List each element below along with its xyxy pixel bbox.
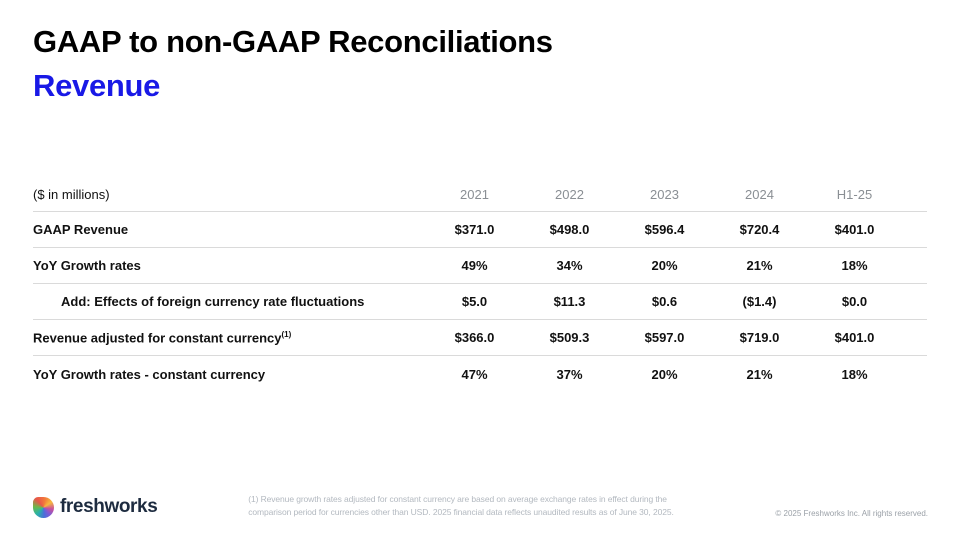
table-cell: 21% <box>746 366 773 382</box>
table-cell: 20% <box>651 366 678 382</box>
page-title: GAAP to non-GAAP Reconciliations <box>33 24 553 59</box>
table-cell: 34% <box>556 258 583 273</box>
table-cell: $401.0 <box>834 222 875 237</box>
freshworks-swirl-icon <box>33 496 54 518</box>
table-header-row: ($ in millions) 2021 2022 2023 2024 H1-2… <box>33 178 927 212</box>
table-cell: 47% <box>461 366 488 382</box>
row-label-text: Revenue adjusted for constant currency <box>33 330 282 346</box>
footnote-marker: (1) <box>281 329 292 339</box>
table-cell: $0.0 <box>841 294 868 309</box>
table-cell: 18% <box>841 258 868 273</box>
column-header-2021: 2021 <box>460 187 489 202</box>
row-label: Add: Effects of foreign currency rate fl… <box>61 294 365 309</box>
table-cell: $498.0 <box>549 222 590 237</box>
table-cell: $366.0 <box>454 330 495 345</box>
row-label: GAAP Revenue <box>33 222 129 237</box>
table-cell: $596.4 <box>644 222 685 237</box>
table-cell: 37% <box>556 366 583 382</box>
table-cell: 18% <box>841 366 868 382</box>
title-block: GAAP to non-GAAP Reconciliations Revenue <box>33 20 553 108</box>
footnote: (1) Revenue growth rates adjusted for co… <box>248 493 674 519</box>
row-label: YoY Growth rates - constant currency <box>33 366 266 382</box>
table-row-yoy-growth: YoY Growth rates 49% 34% 20% 21% 18% <box>33 248 927 284</box>
footnote-line-2: comparison period for currencies other t… <box>248 506 674 517</box>
row-label: YoY Growth rates <box>33 258 141 273</box>
column-header-2022: 2022 <box>555 187 584 202</box>
table-cell: $719.0 <box>739 330 780 345</box>
table-cell: 21% <box>746 258 773 273</box>
reconciliation-table: ($ in millions) 2021 2022 2023 2024 H1-2… <box>33 178 927 392</box>
column-header-2023: 2023 <box>650 187 679 202</box>
table-cell: ($1.4) <box>742 294 777 309</box>
table-cell: 49% <box>461 258 488 273</box>
table-row-constant-currency-revenue: Revenue adjusted for constant currency(1… <box>33 320 927 356</box>
table-row-fx-effects: Add: Effects of foreign currency rate fl… <box>33 284 927 320</box>
column-header-2024: 2024 <box>745 187 774 202</box>
table-cell: $0.6 <box>651 294 678 309</box>
table-cell: $720.4 <box>739 222 780 237</box>
footnote-line-1: (1) Revenue growth rates adjusted for co… <box>248 494 667 504</box>
column-header-h1-25: H1-25 <box>836 187 873 202</box>
freshworks-logo-text: freshworks <box>60 496 158 517</box>
page-subtitle: Revenue <box>33 68 161 103</box>
table-cell: $5.0 <box>461 294 488 309</box>
table-cell: $509.3 <box>549 330 590 345</box>
table-cell: $597.0 <box>644 330 685 345</box>
table-cell: $401.0 <box>834 330 875 345</box>
copyright-text: © 2025 Freshworks Inc. All rights reserv… <box>775 509 928 518</box>
table-cell: $371.0 <box>454 222 495 237</box>
table-row-yoy-growth-constant-currency: YoY Growth rates - constant currency 47%… <box>33 356 927 392</box>
table-cell: $11.3 <box>553 294 586 309</box>
table-row-gaap-revenue: GAAP Revenue $371.0 $498.0 $596.4 $720.4… <box>33 212 927 248</box>
row-label: Revenue adjusted for constant currency(1… <box>33 330 427 345</box>
unit-label: ($ in millions) <box>33 187 110 202</box>
table-cell: 20% <box>651 258 678 273</box>
freshworks-logo: freshworks <box>33 496 158 518</box>
